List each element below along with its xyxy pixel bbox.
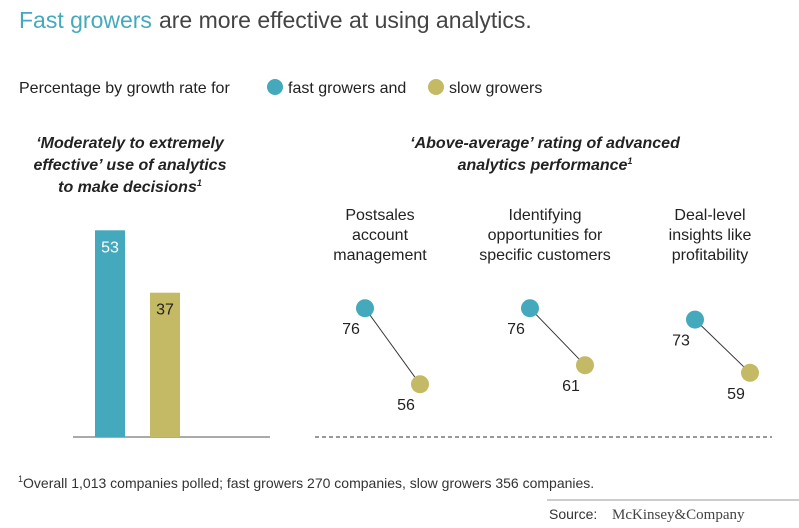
category-label: management — [333, 247, 427, 264]
legend-label: slow growers — [449, 80, 542, 97]
category-label: Postsales — [345, 207, 414, 224]
legend-label: fast growers and — [288, 80, 406, 97]
connector — [529, 307, 586, 366]
panel-title-line: effective’ use of analytics — [34, 157, 227, 174]
category-label: profitability — [672, 247, 748, 264]
panel-title: ‘Moderately to extremely — [36, 135, 225, 152]
value-label: 37 — [156, 302, 174, 319]
panel-title-note: 1 — [197, 178, 202, 188]
dot — [576, 356, 594, 375]
value-label: 61 — [562, 378, 580, 395]
value-label: 76 — [342, 321, 360, 338]
connector — [694, 319, 751, 374]
value-label: 73 — [672, 333, 690, 350]
value-label: 56 — [397, 397, 415, 414]
dot — [356, 299, 374, 318]
source: McKinsey&Company — [612, 507, 745, 523]
category-label: insights like — [669, 227, 752, 244]
source-label: Source: — [549, 506, 597, 522]
panel-title-line: analytics performance — [458, 157, 628, 174]
subtitle: Percentage by growth rate for — [19, 80, 230, 97]
footnote-marker: 1 — [18, 474, 23, 484]
dot — [521, 299, 539, 318]
panel-title: analytics performance1 — [458, 156, 633, 174]
category-label: opportunities for — [488, 227, 603, 244]
category-label: specific customers — [479, 247, 611, 264]
value-label: 76 — [507, 321, 525, 338]
footnote: 1Overall 1,013 companies polled; fast gr… — [18, 474, 594, 491]
legend-swatch — [428, 79, 444, 95]
category-label: Deal-level — [674, 207, 745, 224]
category-label: Identifying — [509, 207, 582, 224]
category-label: account — [352, 227, 409, 244]
dot — [686, 310, 704, 329]
bar — [150, 292, 180, 437]
title-highlight: Fast growers — [19, 7, 152, 33]
legend-swatch — [267, 79, 283, 95]
bar — [95, 230, 125, 437]
title: Fast growers are more effective at using … — [19, 7, 532, 33]
panel-title-line: ‘Moderately to extremely — [36, 135, 225, 152]
panel-title: effective’ use of analytics — [34, 157, 227, 174]
connector — [364, 307, 421, 385]
panel-title: to make decisions1 — [58, 178, 202, 196]
value-label: 53 — [101, 239, 119, 256]
panel-title: ‘Above-average’ rating of advanced — [410, 135, 681, 152]
panel-title-note: 1 — [627, 156, 632, 166]
footnote-text: Overall 1,013 companies polled; fast gro… — [23, 475, 594, 491]
title-text: are more effective at using analytics. — [159, 7, 532, 33]
panel-title-line: ‘Above-average’ rating of advanced — [410, 135, 681, 152]
dot — [741, 363, 759, 382]
dot — [411, 375, 429, 394]
panel-title-line: to make decisions — [58, 179, 197, 196]
value-label: 59 — [727, 386, 745, 403]
